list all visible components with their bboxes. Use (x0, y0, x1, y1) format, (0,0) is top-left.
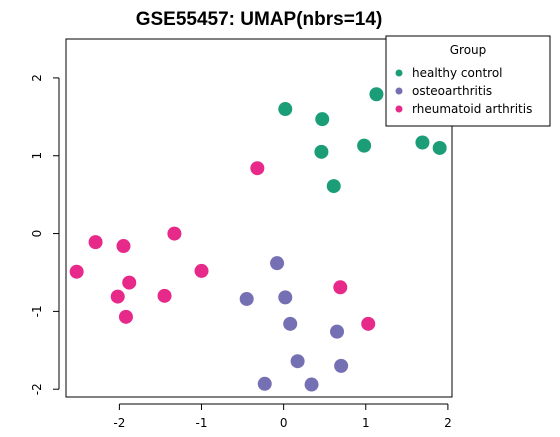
chart-title: GSE55457: UMAP(nbrs=14) (136, 9, 383, 30)
data-point (330, 324, 345, 339)
data-point (278, 102, 293, 117)
y-tick-label: 2 (30, 74, 44, 82)
data-point (250, 161, 265, 176)
data-point (333, 280, 348, 295)
data-point (334, 358, 349, 373)
data-point (239, 291, 254, 306)
data-point (326, 179, 341, 194)
legend-box (385, 35, 551, 127)
x-axis: -2 -1 0 1 2 (113, 403, 452, 430)
legend-entries: healthy control osteoarthritis rheumatoid … (395, 66, 532, 116)
data-point (415, 135, 430, 150)
legend: Group healthy control osteoarthritis rheum… (385, 35, 551, 127)
legend-label: rheumatoid arthritis (412, 102, 532, 116)
legend-title: Group (450, 43, 487, 57)
x-tick-label: 1 (362, 416, 370, 430)
legend-marker (395, 87, 403, 95)
y-tick-label: 1 (30, 152, 44, 160)
data-point (357, 138, 372, 153)
legend-label: healthy control (412, 66, 503, 80)
data-point (369, 87, 384, 102)
legend-marker (395, 69, 403, 77)
x-tick-label: 2 (444, 416, 452, 430)
data-point (314, 144, 329, 159)
data-point (194, 263, 209, 278)
legend-marker (395, 105, 403, 113)
y-tick-label: -1 (30, 305, 44, 317)
y-tick-label: 0 (30, 230, 44, 238)
data-point (361, 316, 376, 331)
data-point (122, 275, 137, 290)
y-axis: -2 -1 0 1 2 (30, 74, 60, 395)
data-point (257, 376, 272, 391)
data-point (118, 309, 133, 324)
data-point (270, 256, 285, 271)
data-point (315, 112, 330, 127)
x-tick-label: -1 (196, 416, 208, 430)
data-point (167, 226, 182, 241)
data-point (110, 289, 125, 304)
x-tick-label: 0 (280, 416, 288, 430)
data-point (88, 235, 103, 250)
data-point (304, 377, 319, 392)
data-point (290, 354, 305, 369)
legend-label: osteoarthritis (412, 84, 492, 98)
x-tick-label: -2 (113, 416, 125, 430)
y-tick-label: -2 (30, 383, 44, 395)
data-points (69, 87, 447, 392)
data-point (278, 290, 293, 305)
data-point (432, 140, 447, 155)
data-point (283, 316, 298, 331)
data-point (157, 288, 172, 303)
plot-frame (65, 38, 453, 398)
data-point (69, 264, 84, 279)
data-point (116, 239, 131, 254)
